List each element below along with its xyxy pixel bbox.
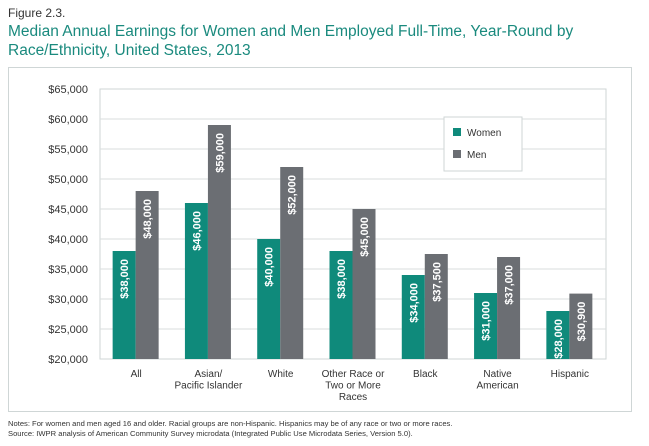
women-bar <box>329 251 353 359</box>
data-label: $59,000 <box>214 133 226 173</box>
women-bar <box>112 251 136 359</box>
y-tick-label: $45,000 <box>48 204 88 216</box>
data-label: $40,000 <box>264 247 276 287</box>
x-tick-label: Hispanic <box>551 369 589 380</box>
data-label: $48,000 <box>142 199 154 239</box>
y-tick-label: $50,000 <box>48 174 88 186</box>
notes: Notes: For women and men aged 16 and old… <box>8 419 452 439</box>
women-bar <box>257 239 281 359</box>
men-bar <box>424 254 448 359</box>
y-tick-label: $60,000 <box>48 114 88 126</box>
figure-label: Figure 2.3. <box>8 6 66 20</box>
data-label: $38,000 <box>119 259 131 299</box>
x-tick-label: Asian/ <box>195 369 223 380</box>
women-bar <box>401 275 425 359</box>
legend-label: Men <box>467 150 486 161</box>
data-label: $37,000 <box>504 265 516 305</box>
source-line: Source: IWPR analysis of American Commun… <box>8 429 413 438</box>
y-tick-label: $40,000 <box>48 234 88 246</box>
y-tick-label: $65,000 <box>48 84 88 96</box>
x-tick-label: Black <box>413 369 438 380</box>
men-bar <box>352 209 376 359</box>
data-label: $45,000 <box>359 217 371 257</box>
y-tick-label: $55,000 <box>48 144 88 156</box>
x-tick-label: Other Race or <box>322 369 385 380</box>
men-bar <box>569 293 593 359</box>
x-tick-label: Native <box>483 369 512 380</box>
x-tick-label: Pacific Islander <box>175 381 243 392</box>
x-tick-label: Two or More <box>325 381 381 392</box>
legend-swatch <box>453 150 461 158</box>
data-label: $28,000 <box>553 319 565 359</box>
men-bar <box>280 167 304 359</box>
data-label: $52,000 <box>287 175 299 215</box>
data-label: $37,500 <box>431 262 443 302</box>
x-tick-label: Races <box>339 392 367 403</box>
y-tick-label: $35,000 <box>48 264 88 276</box>
women-bar <box>184 203 208 359</box>
x-tick-label: American <box>476 381 518 392</box>
legend-swatch <box>453 128 461 136</box>
men-bar <box>497 257 521 359</box>
chart-title: Median Annual Earnings for Women and Men… <box>8 23 574 59</box>
data-label: $30,900 <box>576 302 588 342</box>
men-bar <box>135 191 159 359</box>
data-label: $34,000 <box>408 283 420 323</box>
women-bar <box>546 311 570 359</box>
x-tick-label: White <box>268 369 294 380</box>
legend-box <box>443 116 523 172</box>
men-bar <box>207 125 231 359</box>
y-tick-label: $25,000 <box>48 324 88 336</box>
data-label: $31,000 <box>481 301 493 341</box>
y-tick-label: $30,000 <box>48 294 88 306</box>
data-label: $38,000 <box>336 259 348 299</box>
data-label: $46,000 <box>191 211 203 251</box>
x-tick-label: All <box>131 369 142 380</box>
chart-frame <box>8 67 632 412</box>
y-tick-label: $20,000 <box>48 354 88 366</box>
notes-line: Notes: For women and men aged 16 and old… <box>8 419 453 428</box>
women-bar <box>474 293 498 359</box>
legend-label: Women <box>467 128 501 139</box>
